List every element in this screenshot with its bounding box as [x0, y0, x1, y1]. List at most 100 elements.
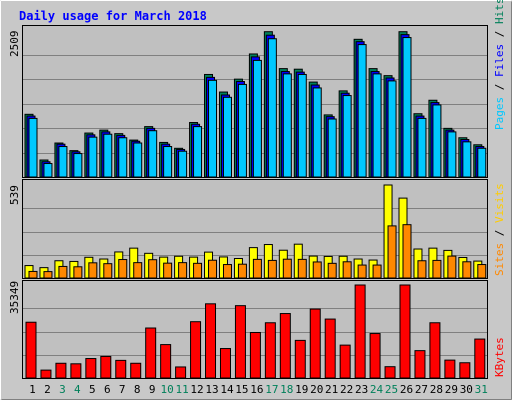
bar-pages: [252, 59, 262, 178]
bar-sites: [417, 260, 427, 279]
bar-kbytes: [40, 369, 52, 379]
bar-kbytes: [25, 321, 37, 379]
bar-sites: [372, 264, 382, 279]
bar-kbytes: [369, 333, 381, 379]
x-tick-label: 26: [400, 383, 413, 396]
bar-pages: [222, 96, 232, 178]
bar-pages: [417, 117, 427, 178]
bar-kbytes: [85, 358, 97, 379]
bar-kbytes: [70, 363, 82, 379]
bar-kbytes: [324, 318, 336, 379]
bar-kbytes: [115, 359, 127, 379]
x-tick-label: 27: [415, 383, 428, 396]
x-tick-label: 30: [460, 383, 473, 396]
bars: [24, 31, 487, 379]
bar-sites: [477, 264, 487, 279]
x-tick-label: 7: [119, 383, 126, 396]
bar-pages: [193, 126, 203, 178]
bar-kbytes: [354, 284, 366, 379]
top-ymax-label: 2509: [8, 31, 21, 58]
bar-pages: [432, 104, 442, 178]
x-tick-label: 9: [149, 383, 156, 396]
bar-sites: [222, 264, 232, 279]
bar-kbytes: [459, 362, 471, 379]
bar-kbytes: [205, 303, 217, 379]
bar-pages: [58, 146, 68, 178]
bar-kbytes: [414, 350, 426, 379]
x-tick-label: 31: [475, 383, 488, 396]
x-tick-label: 22: [340, 383, 353, 396]
bar-pages: [148, 130, 158, 178]
legend-visits: Visits: [493, 183, 506, 223]
bar-pages: [297, 73, 307, 178]
bar-kbytes: [294, 339, 306, 379]
x-tick-label: 19: [295, 383, 308, 396]
x-tick-label: 18: [280, 383, 293, 396]
legend-pages: Pages: [493, 97, 506, 130]
chart-title: Daily usage for March 2018: [19, 9, 207, 23]
bar-pages: [237, 83, 247, 178]
legend-files: Files: [493, 44, 506, 77]
middle-ymax-label: 539: [8, 185, 21, 205]
top-side-legend: Pages / Files / Hits: [493, 0, 506, 130]
x-tick-label: 14: [220, 383, 234, 396]
bottom-ymax-label: 35349: [8, 281, 21, 314]
bar-pages: [28, 117, 38, 178]
bar-sites: [387, 225, 397, 279]
bar-sites: [447, 255, 457, 279]
bar-sites: [43, 271, 53, 279]
bar-sites: [103, 263, 113, 279]
bar-sites: [193, 262, 203, 279]
x-tick-label: 20: [310, 383, 323, 396]
bar-kbytes: [249, 331, 261, 379]
x-axis-labels: 1 2 3 4 5 6 7 8 9 10 11 12 13 14 15 16 17 18 19 20 21 22 23 24 2…: [29, 383, 488, 396]
x-tick-label: 10: [160, 383, 173, 396]
x-tick-label: 23: [355, 383, 368, 396]
x-tick-label: 8: [134, 383, 141, 396]
bar-pages: [372, 73, 382, 178]
bar-kbytes: [399, 284, 411, 379]
x-tick-label: 25: [385, 383, 398, 396]
bar-kbytes: [309, 308, 321, 379]
bar-pages: [133, 142, 143, 178]
bar-pages: [103, 133, 113, 178]
bar-kbytes: [175, 366, 187, 379]
x-tick-label: 29: [445, 383, 458, 396]
bar-sites: [88, 262, 98, 279]
bar-pages: [267, 38, 277, 178]
bar-kbytes: [474, 338, 486, 379]
x-tick-label: 13: [205, 383, 218, 396]
bar-pages: [208, 79, 218, 178]
bar-sites: [267, 259, 277, 279]
bar-kbytes: [55, 362, 67, 379]
bar-pages: [342, 95, 352, 178]
bar-kbytes: [264, 322, 276, 379]
bar-sites: [282, 258, 292, 279]
bar-pages: [118, 137, 128, 178]
legend-kbytes: KBytes: [493, 337, 506, 377]
bar-kbytes: [234, 305, 246, 379]
x-tick-label: 3: [59, 383, 66, 396]
bar-sites: [432, 259, 442, 279]
middle-side-legend: Sites / Visits: [493, 183, 506, 276]
bar-sites: [28, 270, 38, 279]
legend-sep: /: [493, 77, 506, 97]
bar-sites: [118, 259, 128, 279]
bar-pages: [327, 118, 337, 178]
bar-pages: [312, 87, 322, 178]
x-tick-label: 4: [74, 383, 81, 396]
bar-sites: [237, 263, 247, 279]
x-tick-label: 21: [325, 383, 338, 396]
bar-pages: [447, 131, 457, 178]
bar-pages: [163, 146, 173, 178]
bar-sites: [402, 224, 412, 279]
bar-sites: [133, 262, 143, 279]
bar-pages: [387, 80, 397, 178]
legend-sep: /: [493, 24, 506, 44]
bar-pages: [477, 147, 487, 178]
bar-pages: [43, 163, 53, 178]
bar-pages: [282, 73, 292, 178]
bar-sites: [357, 264, 367, 279]
bar-sites: [327, 262, 337, 279]
